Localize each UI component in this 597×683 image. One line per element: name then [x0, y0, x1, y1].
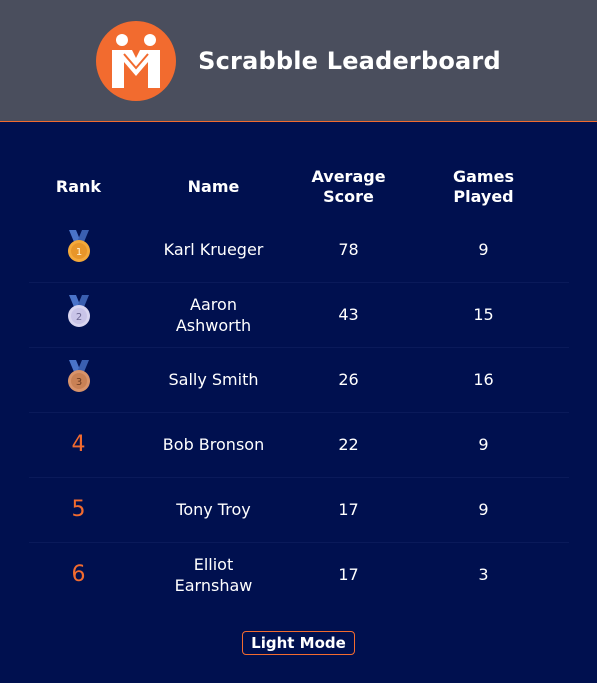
average-score: 43 — [299, 282, 399, 347]
svg-text:1: 1 — [75, 247, 81, 258]
player-name: Elliot Earnshaw — [129, 542, 299, 607]
rank-number: 5 — [29, 477, 129, 542]
average-score: 22 — [299, 412, 399, 477]
table-row: 3 Sally Smith 26 16 — [29, 347, 569, 412]
player-name: Karl Krueger — [129, 217, 299, 282]
games-played-column-header: Games Played — [399, 157, 569, 217]
svg-text:2: 2 — [75, 312, 81, 323]
leaderboard: Rank Name Average Score Games Played 1 Kar… — [29, 122, 569, 655]
rank-cell: 1 — [29, 217, 129, 282]
light-mode-button[interactable]: Light Mode — [242, 631, 355, 655]
average-score-column-header: Average Score — [299, 157, 399, 217]
player-name: Tony Troy — [129, 477, 299, 542]
table-row: 1 Karl Krueger 78 9 — [29, 217, 569, 282]
rank-number: 6 — [29, 542, 129, 607]
table-row: 4 Bob Bronson 22 9 — [29, 412, 569, 477]
rank-cell: 3 — [29, 347, 129, 412]
player-name: Bob Bronson — [129, 412, 299, 477]
page-title: Scrabble Leaderboard — [198, 47, 501, 75]
games-played: 9 — [399, 217, 569, 282]
rank-number: 4 — [29, 412, 129, 477]
rank-cell: 2 — [29, 282, 129, 347]
leaderboard-table: Rank Name Average Score Games Played 1 Kar… — [29, 157, 569, 607]
games-played: 9 — [399, 412, 569, 477]
player-name: Aaron Ashworth — [129, 282, 299, 347]
player-name: Sally Smith — [129, 347, 299, 412]
table-row: 2 Aaron Ashworth 43 15 — [29, 282, 569, 347]
games-played: 15 — [399, 282, 569, 347]
games-played: 9 — [399, 477, 569, 542]
two-figures-logo-icon — [96, 21, 176, 101]
bronze-medal-icon: 3 — [65, 360, 93, 394]
average-score: 78 — [299, 217, 399, 282]
average-score: 17 — [299, 542, 399, 607]
games-played: 16 — [399, 347, 569, 412]
svg-text:3: 3 — [75, 377, 81, 388]
average-score: 26 — [299, 347, 399, 412]
table-row: 5 Tony Troy 17 9 — [29, 477, 569, 542]
silver-medal-icon: 2 — [65, 295, 93, 329]
name-column-header: Name — [129, 157, 299, 217]
games-played: 3 — [399, 542, 569, 607]
app-header: Scrabble Leaderboard — [0, 0, 597, 122]
rank-column-header: Rank — [29, 157, 129, 217]
average-score: 17 — [299, 477, 399, 542]
table-row: 6 Elliot Earnshaw 17 3 — [29, 542, 569, 607]
table-header-row: Rank Name Average Score Games Played — [29, 157, 569, 217]
footer: Light Mode — [29, 631, 569, 655]
gold-medal-icon: 1 — [65, 230, 93, 264]
